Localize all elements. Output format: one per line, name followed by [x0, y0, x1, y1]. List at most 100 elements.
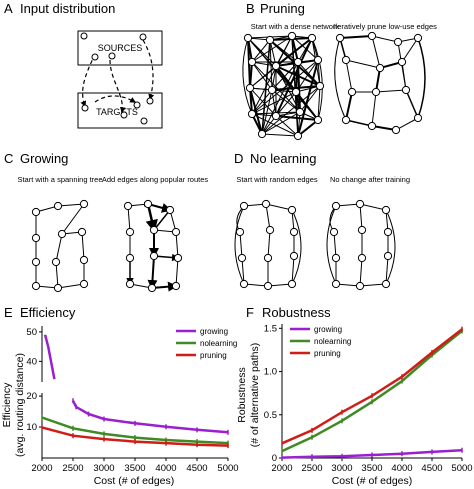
network-node — [53, 201, 63, 211]
edge — [401, 37, 419, 63]
network-node — [31, 257, 41, 267]
edge — [295, 59, 319, 93]
network-node — [375, 63, 385, 73]
edge — [291, 255, 295, 285]
network-node — [413, 113, 423, 123]
x-tick-label: 4000 — [155, 463, 176, 474]
panel-b-letter: B — [246, 1, 255, 16]
edge — [295, 91, 319, 121]
edge — [251, 113, 299, 137]
x-tick-label: 3500 — [361, 463, 382, 474]
y-tick-label: 0.5 — [264, 410, 277, 421]
edge — [127, 205, 131, 233]
network-node — [237, 253, 247, 263]
network-node — [291, 87, 301, 97]
edge — [417, 37, 426, 119]
edge — [57, 283, 85, 289]
network-node — [125, 253, 135, 263]
panel-e-title: Efficiency — [20, 305, 76, 320]
edge — [326, 205, 337, 285]
edge — [299, 85, 321, 113]
edge — [57, 203, 85, 207]
pruned-network — [334, 31, 426, 135]
node — [91, 53, 99, 61]
edge — [153, 209, 171, 231]
panel-b: B Pruning Start with a dense network Ite… — [242, 1, 437, 141]
panel-c-letter: C — [4, 151, 13, 166]
panel-a-title: Input distribution — [20, 1, 115, 16]
edge — [333, 231, 337, 259]
node — [140, 117, 148, 125]
panel-a: A Input distribution SOURCES TARGETS — [4, 1, 163, 129]
x-tick-label: 5000 — [217, 463, 238, 474]
network-node — [265, 35, 275, 45]
edge — [311, 37, 323, 121]
network-node — [53, 283, 63, 293]
network-node — [263, 281, 273, 291]
unchanged-network — [326, 199, 396, 291]
network-node — [313, 55, 323, 65]
network-node — [77, 227, 87, 237]
edge — [261, 133, 299, 137]
network-node — [397, 57, 407, 67]
network-node — [287, 205, 297, 215]
panel-d-letter: D — [234, 151, 243, 166]
dense-network — [242, 31, 325, 141]
panel-c-sub-right: Add edges along popular routes — [102, 175, 209, 184]
network-node — [149, 251, 159, 261]
y-tick-label: 0 — [272, 453, 277, 464]
flow-arrow-1 — [80, 53, 96, 108]
edge — [175, 257, 179, 287]
edge — [359, 203, 363, 231]
panel-d-sub-left: Start with random edges — [236, 175, 318, 184]
node — [133, 101, 141, 109]
network-node — [271, 61, 281, 71]
edge — [239, 231, 243, 259]
network-node — [331, 279, 341, 289]
network-node — [239, 201, 249, 211]
legend-label-growing: growing — [314, 325, 342, 334]
network-node — [381, 279, 391, 289]
network-node — [357, 225, 367, 235]
y-tick-label: 40 — [26, 356, 37, 367]
edge — [175, 231, 179, 259]
robustness-chart: F Robustness Robustness (# of alternativ… — [236, 305, 473, 487]
network-node — [355, 281, 365, 291]
edge — [275, 115, 299, 137]
sources-label: SOURCES — [98, 43, 143, 53]
efficiency-y-label: Efficiency — [1, 382, 13, 427]
network-node — [123, 201, 133, 211]
network-node — [257, 129, 267, 139]
network-node — [383, 251, 393, 261]
edge — [291, 209, 302, 285]
panel-d-sub-right: No change after training — [330, 175, 410, 184]
edge — [395, 117, 419, 131]
edge — [271, 89, 301, 113]
network-node — [357, 253, 367, 263]
network-node — [401, 85, 411, 95]
panel-f-letter: F — [246, 305, 254, 320]
edge — [334, 37, 347, 121]
targets-label: TARGETS — [96, 107, 138, 117]
network-node — [243, 33, 253, 43]
network-node — [143, 199, 153, 209]
edge — [81, 231, 85, 261]
x-tick-label: 4500 — [186, 463, 207, 474]
x-tick-label: 5000 — [451, 463, 472, 474]
grown-network — [123, 199, 183, 293]
edge — [261, 85, 321, 135]
x-tick-label: 3500 — [124, 463, 145, 474]
legend-label-growing: growing — [200, 327, 228, 336]
network-node — [341, 55, 351, 65]
edge — [234, 205, 245, 285]
robustness-plot-area: 0 0.5 1.0 1.5 2000 2500 3000 3500 4000 4500 5000 gr… — [264, 323, 473, 474]
network-node — [79, 255, 89, 265]
network-node — [335, 33, 345, 43]
network-node — [289, 227, 299, 237]
network-node — [239, 279, 249, 289]
node — [120, 111, 128, 119]
network-node — [31, 207, 41, 217]
edge — [241, 257, 245, 285]
network-node — [307, 33, 317, 43]
